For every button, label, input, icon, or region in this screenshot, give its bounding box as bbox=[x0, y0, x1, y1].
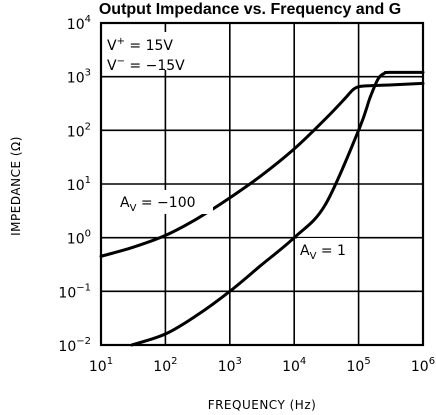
x-tick-label: 104 bbox=[282, 356, 306, 375]
series-layer bbox=[99, 70, 425, 347]
y-tick-label: 100 bbox=[67, 229, 91, 248]
series-line-av-minus-100 bbox=[99, 81, 425, 258]
tick-layer: 101 102 103 104 105 106 10−2 10−1 100 101 102 103 10… bbox=[58, 14, 435, 375]
conditions-box: V+ = 15V V− = −15V bbox=[104, 32, 218, 74]
y-tick-label: 103 bbox=[67, 68, 91, 87]
y-tick-label: 10−2 bbox=[58, 336, 91, 355]
y-tick-label: 104 bbox=[67, 14, 91, 33]
svg-text:AV = −100: AV = −100 bbox=[120, 195, 196, 214]
series-label-av-1: AV = 1 bbox=[297, 238, 357, 262]
y-tick-label: 10−1 bbox=[58, 282, 91, 301]
plot-frame bbox=[99, 21, 425, 347]
chart-title: Output Impedance vs. Frequency and G bbox=[99, 1, 401, 18]
svg-text:AV = 1: AV = 1 bbox=[300, 243, 346, 262]
x-tick-label: 101 bbox=[89, 356, 113, 375]
y-axis-label: IMPEDANCE (Ω) bbox=[9, 136, 23, 236]
x-tick-label: 105 bbox=[346, 356, 370, 375]
series-line-av-1 bbox=[130, 70, 425, 347]
vplus-condition: V+ = 15V bbox=[107, 36, 173, 54]
x-tick-label: 106 bbox=[411, 356, 435, 375]
vminus-condition: V− = −15V bbox=[107, 56, 185, 74]
y-tick-label: 102 bbox=[67, 121, 91, 140]
y-tick-label: 101 bbox=[67, 175, 91, 194]
x-tick-label: 102 bbox=[153, 356, 177, 375]
series-label-av-minus-100: AV = −100 bbox=[117, 190, 213, 214]
x-tick-label: 103 bbox=[218, 356, 242, 375]
x-axis-label: FREQUENCY (Hz) bbox=[208, 398, 317, 411]
